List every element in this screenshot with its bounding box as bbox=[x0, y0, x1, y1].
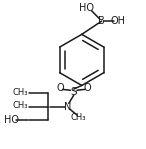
Text: HO: HO bbox=[79, 3, 94, 13]
Text: B: B bbox=[98, 16, 105, 26]
Text: CH₃: CH₃ bbox=[71, 113, 86, 122]
Text: HO: HO bbox=[4, 115, 19, 125]
Text: OH: OH bbox=[111, 16, 126, 26]
Text: O: O bbox=[56, 83, 64, 93]
Text: N: N bbox=[64, 102, 72, 112]
Text: CH₃: CH₃ bbox=[12, 101, 28, 110]
Text: S: S bbox=[70, 87, 77, 97]
Text: O: O bbox=[84, 83, 91, 93]
Text: CH₃: CH₃ bbox=[12, 88, 28, 97]
